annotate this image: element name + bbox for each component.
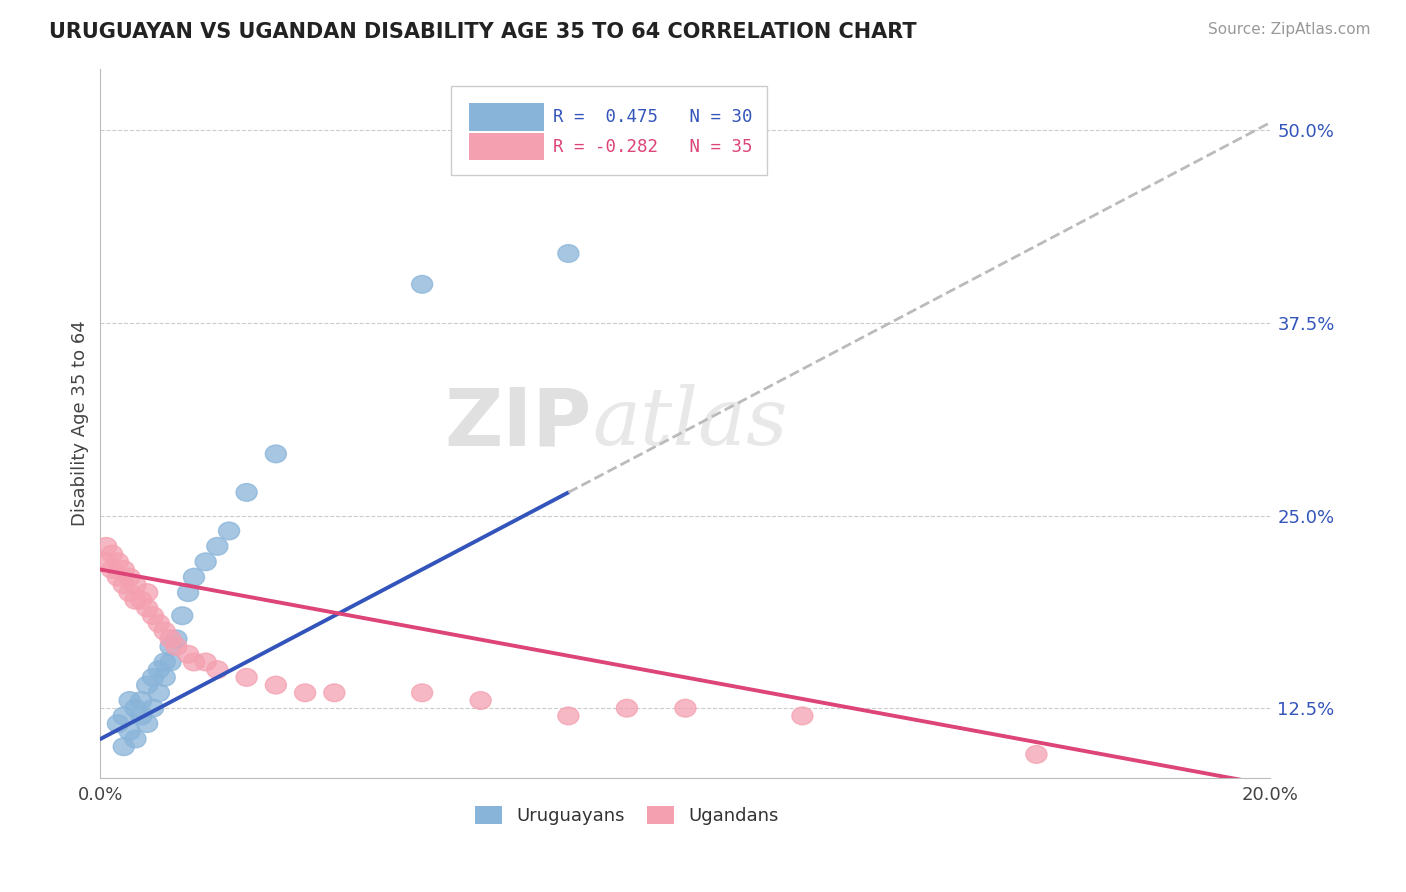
Ellipse shape	[125, 576, 146, 594]
Ellipse shape	[160, 638, 181, 656]
Ellipse shape	[558, 244, 579, 262]
Ellipse shape	[177, 646, 198, 663]
Text: R =  0.475   N = 30: R = 0.475 N = 30	[553, 108, 752, 126]
Ellipse shape	[148, 661, 169, 679]
Ellipse shape	[266, 676, 287, 694]
Text: URUGUAYAN VS UGANDAN DISABILITY AGE 35 TO 64 CORRELATION CHART: URUGUAYAN VS UGANDAN DISABILITY AGE 35 T…	[49, 22, 917, 42]
Ellipse shape	[131, 707, 152, 725]
Ellipse shape	[142, 668, 163, 686]
Ellipse shape	[236, 483, 257, 501]
Ellipse shape	[142, 699, 163, 717]
Ellipse shape	[675, 699, 696, 717]
Ellipse shape	[236, 668, 257, 686]
Ellipse shape	[266, 445, 287, 463]
Ellipse shape	[114, 560, 135, 578]
Ellipse shape	[218, 522, 239, 540]
Ellipse shape	[136, 583, 157, 601]
Ellipse shape	[792, 707, 813, 725]
Ellipse shape	[470, 691, 491, 709]
Ellipse shape	[323, 684, 344, 702]
Ellipse shape	[107, 714, 128, 732]
Text: atlas: atlas	[592, 384, 787, 462]
Ellipse shape	[120, 691, 141, 709]
Ellipse shape	[136, 676, 157, 694]
Ellipse shape	[148, 684, 169, 702]
Ellipse shape	[558, 707, 579, 725]
Ellipse shape	[207, 538, 228, 555]
Ellipse shape	[155, 653, 176, 671]
Ellipse shape	[114, 738, 135, 756]
Ellipse shape	[160, 630, 181, 648]
Ellipse shape	[120, 568, 141, 586]
Ellipse shape	[195, 653, 217, 671]
Ellipse shape	[1026, 746, 1047, 764]
Ellipse shape	[101, 560, 122, 578]
Ellipse shape	[183, 568, 204, 586]
Ellipse shape	[148, 615, 169, 632]
Text: ZIP: ZIP	[444, 384, 592, 462]
Ellipse shape	[125, 731, 146, 747]
Ellipse shape	[96, 553, 117, 571]
Ellipse shape	[183, 653, 204, 671]
FancyBboxPatch shape	[451, 87, 768, 175]
FancyBboxPatch shape	[470, 103, 544, 130]
Ellipse shape	[101, 545, 122, 563]
Ellipse shape	[114, 707, 135, 725]
Ellipse shape	[125, 699, 146, 717]
Ellipse shape	[136, 714, 157, 732]
Ellipse shape	[160, 653, 181, 671]
Ellipse shape	[125, 591, 146, 609]
Ellipse shape	[207, 661, 228, 679]
Ellipse shape	[114, 576, 135, 594]
Ellipse shape	[120, 723, 141, 740]
Ellipse shape	[131, 691, 152, 709]
Ellipse shape	[136, 599, 157, 617]
Ellipse shape	[155, 668, 176, 686]
Ellipse shape	[195, 553, 217, 571]
Ellipse shape	[142, 607, 163, 624]
Legend: Uruguayans, Ugandans: Uruguayans, Ugandans	[475, 805, 779, 825]
Ellipse shape	[96, 538, 117, 555]
Ellipse shape	[412, 684, 433, 702]
Ellipse shape	[107, 568, 128, 586]
Ellipse shape	[616, 699, 637, 717]
Ellipse shape	[166, 630, 187, 648]
Ellipse shape	[155, 623, 176, 640]
Text: R = -0.282   N = 35: R = -0.282 N = 35	[553, 137, 752, 155]
Text: Source: ZipAtlas.com: Source: ZipAtlas.com	[1208, 22, 1371, 37]
Ellipse shape	[177, 583, 198, 601]
Y-axis label: Disability Age 35 to 64: Disability Age 35 to 64	[72, 320, 89, 526]
Ellipse shape	[131, 591, 152, 609]
Ellipse shape	[120, 583, 141, 601]
Ellipse shape	[295, 684, 316, 702]
Ellipse shape	[172, 607, 193, 624]
Ellipse shape	[412, 276, 433, 293]
FancyBboxPatch shape	[470, 133, 544, 161]
Ellipse shape	[107, 553, 128, 571]
Ellipse shape	[166, 638, 187, 656]
